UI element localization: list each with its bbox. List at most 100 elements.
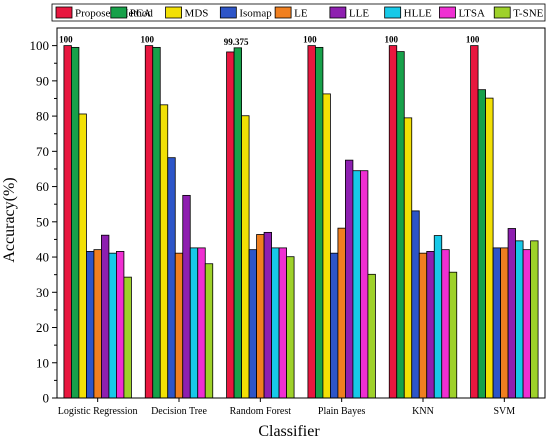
bar-proposed-method-logistic-regression: [63, 45, 72, 399]
legend-label-isomap: Isomap: [239, 8, 272, 20]
bar-mds-decision-tree: [159, 104, 169, 399]
bar-le-svm: [500, 247, 509, 399]
bar-proposed-method-decision-tree: [144, 45, 154, 399]
bar-mds-svm: [485, 97, 494, 399]
bar-t-sne-plain-bayes: [367, 273, 376, 399]
legend-swatch-t-sne: [493, 6, 511, 19]
data-label-random-forest: 99.375: [224, 37, 249, 47]
bar-lle-decision-tree: [182, 194, 191, 399]
bar-ltsa-svm: [522, 249, 531, 399]
bar-isomap-random-forest: [248, 249, 257, 399]
bar-isomap-knn: [411, 210, 420, 399]
y-tick-label: 90: [36, 73, 49, 88]
bar-hlle-plain-bayes: [352, 170, 361, 399]
legend-swatch-ltsa: [439, 6, 456, 19]
x-tick-label: SVM: [493, 406, 515, 417]
y-tick-label: 70: [36, 144, 49, 159]
y-tick-label: 30: [36, 285, 49, 300]
bar-isomap-plain-bayes: [330, 252, 339, 399]
bar-le-random-forest: [256, 234, 265, 399]
y-axis-title: Accuracy(%): [1, 177, 18, 262]
y-tick-label: 50: [36, 214, 49, 229]
bar-pca-knn: [396, 51, 405, 399]
bar-proposed-method-svm: [470, 45, 479, 399]
legend-label-mds: MDS: [185, 8, 209, 20]
bar-t-sne-logistic-regression: [123, 276, 132, 399]
bar-pca-logistic-regression: [71, 46, 80, 399]
data-labels: 100 100 99.375 100 100 100: [59, 35, 480, 47]
legend-swatch-hlle: [384, 6, 402, 19]
bar-ltsa-logistic-regression: [116, 251, 125, 399]
legend-swatch-isomap: [219, 6, 237, 19]
bar-hlle-logistic-regression: [108, 252, 117, 399]
legend-label-ltsa: LTSA: [458, 8, 485, 20]
legend-label-le: LE: [294, 8, 308, 20]
bar-mds-knn: [403, 117, 413, 399]
y-tick-label: 20: [36, 320, 49, 335]
y-tick-label: 0: [43, 391, 50, 406]
y-tick-label: 80: [36, 109, 49, 124]
bar-ltsa-decision-tree: [197, 247, 206, 399]
bar-le-knn: [418, 252, 428, 399]
bar-mds-random-forest: [241, 115, 250, 399]
x-tick-label: Plain Bayes: [318, 406, 366, 417]
bar-pca-decision-tree: [152, 46, 161, 399]
bar-lle-svm: [507, 228, 516, 399]
data-label-plain-bayes: 100: [303, 35, 317, 45]
legend-label-lle: LLE: [349, 8, 369, 20]
bar-hlle-svm: [515, 240, 524, 399]
bar-le-logistic-regression: [93, 249, 102, 399]
legend-swatch-le: [274, 6, 292, 19]
bar-isomap-decision-tree: [167, 157, 176, 399]
legend-swatch-mds: [165, 6, 182, 19]
bar-lle-knn: [426, 251, 435, 399]
x-tick-label: Random Forest: [230, 406, 292, 417]
bar-le-decision-tree: [174, 252, 184, 399]
bar-le-plain-bayes: [337, 227, 346, 399]
bar-lle-logistic-regression: [101, 234, 110, 399]
data-label-logistic-regression: 100: [59, 35, 73, 45]
y-tick-label: 10: [36, 355, 49, 370]
bar-hlle-decision-tree: [189, 247, 199, 399]
legend-swatch-lle: [329, 6, 347, 19]
y-tick-label: 100: [30, 38, 50, 53]
bar-proposed-method-plain-bayes: [307, 45, 316, 399]
bar-mds-logistic-regression: [78, 113, 87, 399]
data-label-svm: 100: [466, 35, 480, 45]
data-label-decision-tree: 100: [141, 35, 155, 45]
bar-hlle-knn: [433, 235, 443, 399]
axes: Logistic Regression Decision Tree Random F…: [30, 27, 546, 417]
plot-frame: [56, 27, 546, 399]
bar-lle-plain-bayes: [345, 159, 354, 399]
bar-pca-svm: [477, 89, 486, 399]
y-tick-label: 60: [36, 179, 49, 194]
x-tick-label: Logistic Regression: [58, 406, 138, 417]
bar-ltsa-plain-bayes: [360, 170, 369, 399]
bar-hlle-random-forest: [271, 247, 280, 399]
bar-t-sne-knn: [448, 271, 458, 399]
bar-ltsa-knn: [441, 249, 450, 399]
bar-mds-plain-bayes: [322, 93, 331, 399]
data-label-knn: 100: [385, 35, 399, 45]
legend-label-hlle: HLLE: [404, 8, 432, 20]
legend-label-pca: PCA: [130, 8, 151, 20]
bars: [63, 45, 539, 399]
bar-pca-plain-bayes: [315, 46, 324, 399]
x-tick-label: Decision Tree: [151, 406, 207, 417]
bar-isomap-logistic-regression: [86, 251, 95, 399]
legend-swatch-pca: [110, 6, 128, 19]
bar-lle-random-forest: [263, 231, 272, 399]
x-tick-label: KNN: [412, 406, 434, 417]
legend-label-t-sne: T-SNE: [513, 8, 543, 20]
bar-ltsa-random-forest: [278, 247, 287, 399]
bar-isomap-svm: [492, 247, 501, 399]
bar-proposed-method-random-forest: [226, 51, 235, 399]
bar-t-sne-random-forest: [286, 256, 295, 399]
bar-pca-random-forest: [233, 47, 242, 399]
bar-proposed-method-knn: [388, 45, 398, 399]
bar-t-sne-svm: [530, 240, 539, 399]
x-axis-title: Classifier: [258, 423, 320, 440]
y-tick-label: 40: [36, 250, 49, 265]
